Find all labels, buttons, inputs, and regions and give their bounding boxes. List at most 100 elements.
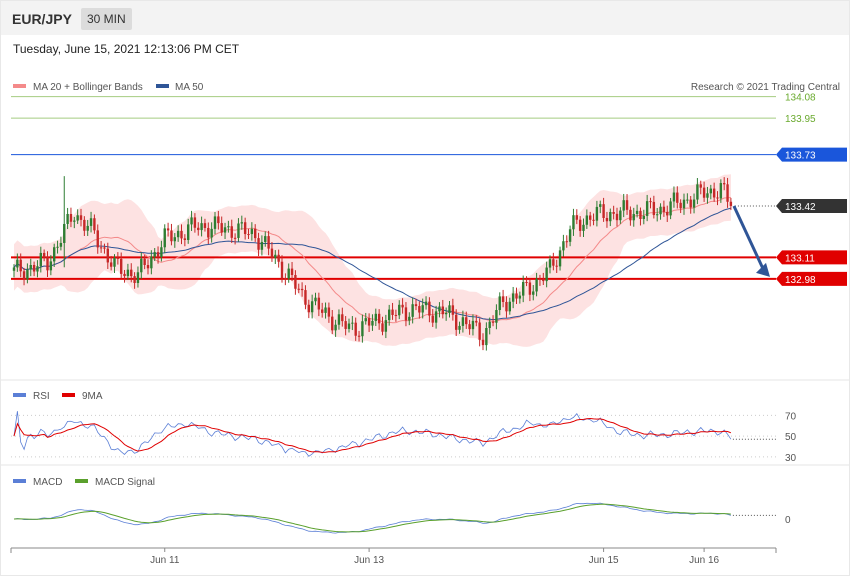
x-tick-label: Jun 15 — [589, 555, 619, 566]
candle-body — [605, 217, 609, 222]
candle-body — [699, 184, 702, 188]
candle-body — [552, 259, 555, 266]
candle-body — [341, 314, 344, 322]
candle-body — [716, 197, 719, 199]
candle-body — [508, 301, 511, 312]
candle-body — [143, 258, 146, 265]
candle-body — [723, 183, 726, 185]
candle-body — [233, 237, 237, 239]
candle-body — [264, 236, 267, 242]
candle-body — [612, 212, 615, 214]
candle-body — [156, 252, 160, 258]
candle-body — [223, 227, 227, 233]
candle-body — [76, 215, 79, 221]
candle-body — [86, 225, 89, 231]
candle-body — [331, 316, 334, 331]
candle-body — [274, 254, 277, 258]
rsi-line — [13, 411, 732, 457]
candle-body — [441, 306, 444, 315]
x-tick-label: Jun 13 — [354, 555, 384, 566]
candle-body — [381, 323, 384, 332]
candle-body — [260, 241, 264, 250]
candle-body — [140, 258, 143, 273]
candle-body — [247, 234, 250, 236]
candle-body — [542, 279, 545, 282]
candle-body — [93, 218, 96, 231]
candle-body — [197, 227, 200, 231]
candle-body — [649, 201, 652, 203]
candle-body — [498, 296, 501, 311]
candle-body — [66, 213, 69, 224]
macd-grid: 0 — [785, 515, 791, 526]
candle-body — [213, 216, 217, 229]
candle-body — [696, 184, 699, 200]
candle-body — [371, 320, 374, 326]
candle-body — [676, 192, 679, 203]
candle-body — [669, 201, 672, 216]
candle-body — [535, 278, 538, 292]
rsi-tick-label: 70 — [785, 411, 797, 422]
candle-body — [582, 224, 585, 231]
candle-body — [495, 310, 498, 323]
candle-body — [257, 238, 260, 250]
candle-body — [478, 322, 481, 340]
candle-body — [411, 304, 414, 317]
macd-signal-line — [13, 503, 731, 533]
candle-body — [73, 220, 76, 222]
candle-body — [12, 267, 16, 271]
candle-body — [659, 206, 662, 215]
candle-body — [505, 301, 508, 312]
bollinger-band-area — [14, 174, 731, 347]
candle-body — [424, 301, 428, 306]
candle-body — [602, 204, 605, 218]
candle-body — [190, 217, 193, 225]
timeframe-badge[interactable]: 30 MIN — [81, 8, 132, 30]
candle-body — [632, 214, 635, 221]
candle-body — [103, 247, 106, 249]
legend-label-rsi-ma: 9MA — [82, 391, 103, 402]
candle-body — [414, 304, 418, 307]
candle-body — [391, 309, 394, 315]
candle-body — [99, 247, 103, 249]
candle-body — [270, 248, 274, 258]
candle-body — [160, 247, 163, 258]
candle-body — [351, 322, 354, 324]
candle-body — [267, 236, 270, 249]
candle-body — [625, 200, 629, 210]
candle-body — [652, 201, 656, 216]
candle-body — [615, 213, 619, 221]
candle-body — [166, 228, 170, 231]
chart-overlay — [732, 205, 770, 277]
candle-body — [287, 268, 290, 279]
candle-body — [130, 269, 133, 277]
candle-body — [568, 229, 572, 242]
candle-body — [642, 215, 645, 220]
candle-body — [428, 301, 431, 316]
copyright: Research © 2021 Trading Central — [691, 82, 840, 93]
candle-body — [16, 259, 19, 268]
legend-label-macd: MACD — [33, 477, 62, 488]
candle-body — [146, 264, 150, 269]
candle-body — [277, 254, 280, 262]
candle-body — [528, 282, 532, 295]
projection-arrow — [732, 205, 766, 272]
candle-body — [173, 237, 176, 242]
candle-body — [193, 217, 197, 228]
candle-body — [170, 230, 173, 242]
candle-body — [471, 320, 475, 330]
chart-header: EUR/JPY 30 MIN — [1, 1, 849, 35]
candle-body — [639, 210, 642, 220]
candle-body — [692, 199, 696, 208]
candle-body — [109, 262, 113, 267]
level-tag-support — [776, 250, 847, 265]
candle-body — [337, 314, 341, 325]
candle-body — [525, 282, 528, 284]
level-label-resistance: 133.73 — [785, 151, 816, 162]
candle-body — [83, 219, 86, 231]
candle-body — [321, 309, 324, 313]
candle-body — [153, 252, 156, 257]
candle-body — [113, 257, 116, 267]
candle-body — [702, 187, 706, 198]
candle-body — [180, 230, 183, 239]
legend-label-ma50: MA 50 — [175, 82, 204, 93]
